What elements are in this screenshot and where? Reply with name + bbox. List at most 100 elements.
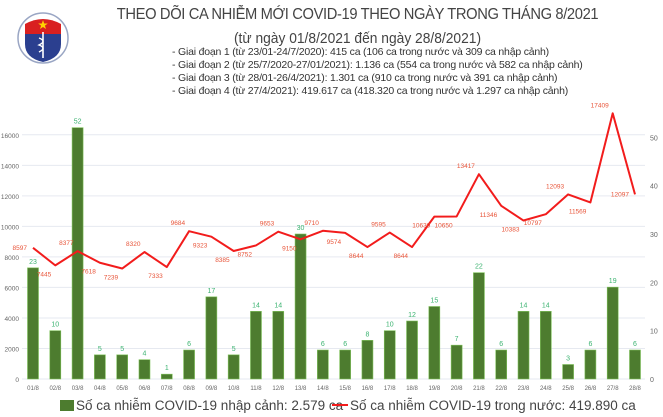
bar-data-label: 6 xyxy=(499,341,503,348)
x-axis-tick: 15/8 xyxy=(339,386,351,392)
bar-imported-27/8 xyxy=(606,286,619,380)
left-axis-tick: 4000 xyxy=(5,316,20,323)
bar-imported-26/8 xyxy=(584,349,597,380)
bar-data-label: 14 xyxy=(252,302,260,309)
line-data-label: 13417 xyxy=(457,163,475,170)
bar-imported-05/8 xyxy=(116,354,128,380)
x-axis-tick: 07/8 xyxy=(161,386,173,392)
bar-imported-17/8 xyxy=(383,330,396,380)
bar-data-label: 5 xyxy=(120,346,124,353)
line-domestic xyxy=(32,112,636,270)
left-axis-tick: 0 xyxy=(15,377,19,384)
x-axis-tick: 11/8 xyxy=(250,386,262,392)
x-axis-tick: 24/8 xyxy=(540,386,552,392)
x-axis-tick: 03/8 xyxy=(72,386,84,392)
line-data-label: 11569 xyxy=(569,208,587,215)
legend-item-imported: Số ca nhiễm COVID-19 nhập cảnh: 2.579 ca xyxy=(60,398,343,413)
bar-imported-09/8 xyxy=(205,296,218,380)
line-data-label: 8597 xyxy=(13,245,28,252)
bar-imported-13/8 xyxy=(294,233,307,380)
bar-imported-04/8 xyxy=(94,354,106,380)
line-data-label: 12093 xyxy=(546,183,564,190)
line-data-label: 17409 xyxy=(591,102,609,109)
line-data-label: 8320 xyxy=(126,241,141,248)
line-data-label: 10797 xyxy=(524,220,542,227)
x-axis-tick: 25/8 xyxy=(562,386,574,392)
x-axis-tick: 26/8 xyxy=(585,386,597,392)
bar-imported-06/8 xyxy=(138,359,151,380)
bar-data-label: 6 xyxy=(343,341,347,348)
right-axis-tick: 30 xyxy=(650,232,658,239)
x-axis-tick: 13/8 xyxy=(295,386,307,392)
bar-data-label: 14 xyxy=(274,302,282,309)
ministry-of-health-logo xyxy=(17,12,69,64)
bar-data-label: 6 xyxy=(321,341,325,348)
bar-data-label: 6 xyxy=(633,341,637,348)
bar-data-label: 5 xyxy=(98,346,102,353)
x-axis-tick: 27/8 xyxy=(607,386,619,392)
left-axis-tick: 14000 xyxy=(1,163,19,170)
legend-item-domestic: Số ca nhiễm COVID-19 trong nước: 419.890… xyxy=(332,398,636,413)
bar-data-label: 10 xyxy=(51,322,59,329)
x-axis-tick: 20/8 xyxy=(451,386,463,392)
line-data-label: 9150 xyxy=(282,245,297,252)
legend-label-imported: Số ca nhiễm COVID-19 nhập cảnh: 2.579 ca xyxy=(76,398,344,413)
line-data-label: 8385 xyxy=(215,257,230,264)
left-axis-tick: 12000 xyxy=(1,194,19,201)
line-data-label: 9684 xyxy=(171,220,186,227)
bar-imported-15/8 xyxy=(339,349,351,380)
right-axis-tick: 0 xyxy=(650,377,654,384)
bar-data-label: 6 xyxy=(588,341,592,348)
right-axis-tick: 20 xyxy=(650,280,658,287)
left-axis-tick: 2000 xyxy=(5,346,20,353)
x-axis-tick: 17/8 xyxy=(384,386,396,392)
bar-imported-02/8 xyxy=(49,330,62,380)
x-axis-tick: 21/8 xyxy=(473,386,485,392)
bar-imported-10/8 xyxy=(227,354,240,380)
bar-data-label: 4 xyxy=(143,351,147,358)
bar-imported-23/8 xyxy=(517,311,530,380)
bar-imported-01/8 xyxy=(27,267,39,380)
bar-imported-21/8 xyxy=(473,272,485,380)
x-axis-tick: 05/8 xyxy=(116,386,128,392)
phase-3-summary: - Giai đoạn 3 (từ 28/01-26/4/2021): 1.30… xyxy=(172,72,558,84)
line-data-label: 11346 xyxy=(480,212,498,219)
right-axis-tick: 50 xyxy=(650,135,658,142)
line-data-label: 8644 xyxy=(394,253,409,260)
bar-imported-08/8 xyxy=(183,349,195,380)
legend-line-swatch xyxy=(332,404,348,406)
x-axis-tick: 18/8 xyxy=(406,386,418,392)
phase-1-summary: - Giai đoạn 1 (từ 23/01-24/7/2020): 415 … xyxy=(172,46,549,58)
bar-data-label: 19 xyxy=(609,278,617,285)
bar-data-label: 22 xyxy=(475,264,483,271)
bar-data-label: 23 xyxy=(29,259,37,266)
left-axis-tick: 16000 xyxy=(1,133,19,140)
line-data-label: 9595 xyxy=(371,222,386,229)
bar-data-label: 7 xyxy=(455,336,459,343)
bar-data-label: 12 xyxy=(408,312,416,319)
line-data-label: 8644 xyxy=(349,253,364,260)
bar-data-label: 8 xyxy=(365,331,369,338)
line-data-label: 10383 xyxy=(501,227,519,234)
bar-imported-14/8 xyxy=(317,349,329,380)
line-data-label: 8752 xyxy=(237,251,252,258)
line-data-label: 10650 xyxy=(435,222,453,229)
line-data-label: 12097 xyxy=(611,191,629,198)
x-axis-tick: 10/8 xyxy=(228,386,240,392)
line-data-label: 9653 xyxy=(260,221,275,228)
line-data-label: 10639 xyxy=(412,223,430,230)
left-axis-tick: 10000 xyxy=(1,224,19,231)
chart-area: 0200040006000800010000120001400016000010… xyxy=(1,102,658,392)
x-axis-tick: 16/8 xyxy=(362,386,374,392)
bar-data-label: 14 xyxy=(520,302,528,309)
bar-imported-28/8 xyxy=(629,349,641,380)
line-data-label: 7239 xyxy=(104,275,119,282)
x-axis-tick: 23/8 xyxy=(518,386,530,392)
chart-title: THEO DÕI CA NHIỄM MỚI COVID-19 THEO NGÀY… xyxy=(116,6,599,23)
bar-imported-11/8 xyxy=(250,311,262,380)
right-axis-tick: 10 xyxy=(650,329,658,336)
x-axis-tick: 01/8 xyxy=(27,386,39,392)
bar-data-label: 3 xyxy=(566,356,570,363)
bar-imported-25/8 xyxy=(562,364,574,380)
x-axis-tick: 22/8 xyxy=(495,386,507,392)
